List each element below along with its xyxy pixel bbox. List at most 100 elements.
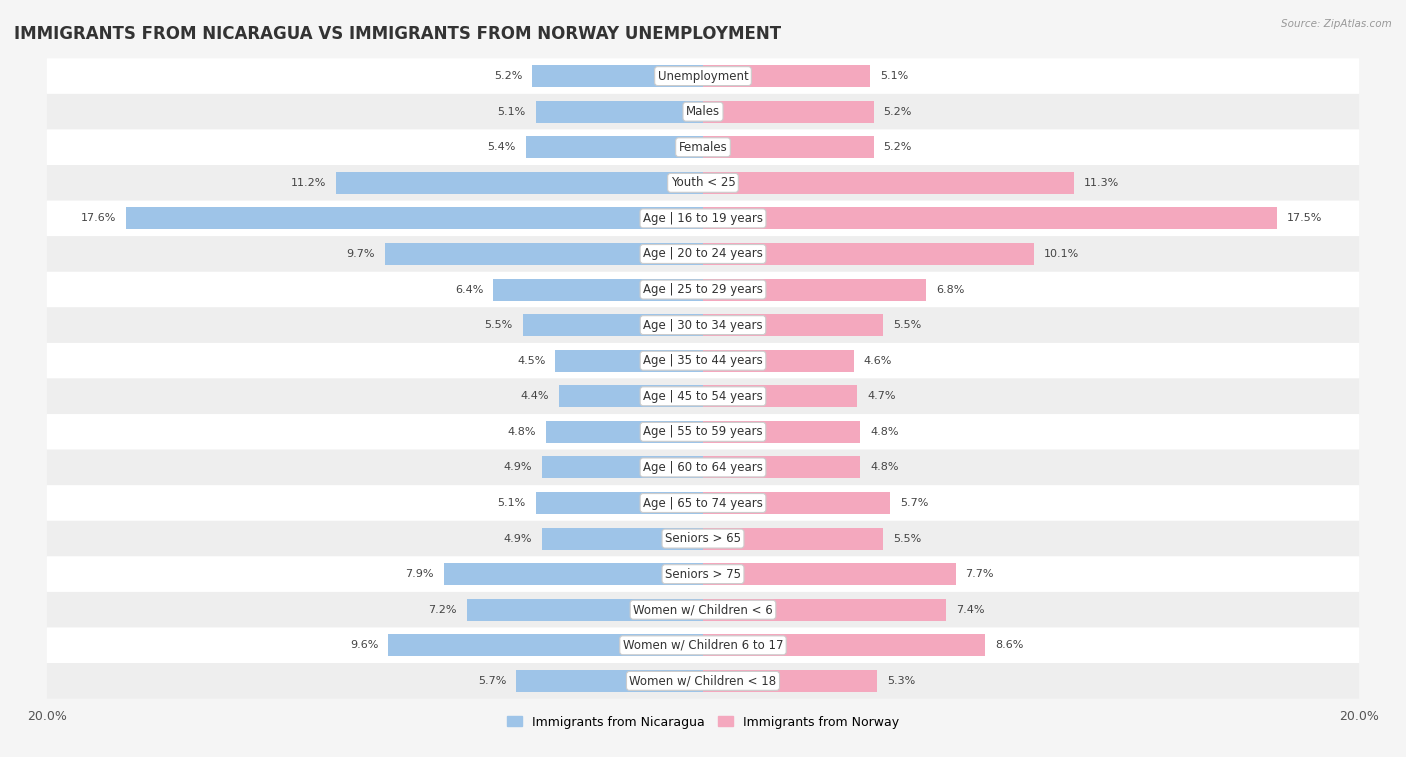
- Text: 5.4%: 5.4%: [488, 142, 516, 152]
- Bar: [703, 492, 890, 514]
- Bar: [703, 599, 946, 621]
- Bar: [558, 385, 703, 407]
- Text: 5.1%: 5.1%: [498, 498, 526, 508]
- Bar: [336, 172, 703, 194]
- Text: 4.6%: 4.6%: [863, 356, 893, 366]
- Text: 4.4%: 4.4%: [520, 391, 548, 401]
- Bar: [543, 456, 703, 478]
- Bar: [703, 456, 860, 478]
- Text: 5.5%: 5.5%: [893, 534, 921, 544]
- FancyBboxPatch shape: [46, 521, 1360, 556]
- Text: Women w/ Children 6 to 17: Women w/ Children 6 to 17: [623, 639, 783, 652]
- Bar: [703, 528, 883, 550]
- Text: Age | 45 to 54 years: Age | 45 to 54 years: [643, 390, 763, 403]
- Bar: [703, 207, 1277, 229]
- Bar: [703, 101, 873, 123]
- Text: Seniors > 65: Seniors > 65: [665, 532, 741, 545]
- Text: 7.9%: 7.9%: [405, 569, 434, 579]
- Text: IMMIGRANTS FROM NICARAGUA VS IMMIGRANTS FROM NORWAY UNEMPLOYMENT: IMMIGRANTS FROM NICARAGUA VS IMMIGRANTS …: [14, 25, 782, 43]
- Legend: Immigrants from Nicaragua, Immigrants from Norway: Immigrants from Nicaragua, Immigrants fr…: [502, 711, 904, 734]
- FancyBboxPatch shape: [46, 165, 1360, 201]
- FancyBboxPatch shape: [46, 307, 1360, 343]
- Text: 4.8%: 4.8%: [870, 427, 898, 437]
- Text: 5.5%: 5.5%: [893, 320, 921, 330]
- Text: Age | 20 to 24 years: Age | 20 to 24 years: [643, 248, 763, 260]
- Text: 5.2%: 5.2%: [494, 71, 523, 81]
- Text: Women w/ Children < 6: Women w/ Children < 6: [633, 603, 773, 616]
- Text: 4.9%: 4.9%: [503, 534, 533, 544]
- Text: Age | 30 to 34 years: Age | 30 to 34 years: [643, 319, 763, 332]
- Bar: [444, 563, 703, 585]
- Bar: [536, 101, 703, 123]
- Text: 5.3%: 5.3%: [887, 676, 915, 686]
- FancyBboxPatch shape: [46, 58, 1360, 94]
- Text: 11.3%: 11.3%: [1084, 178, 1119, 188]
- Text: Age | 25 to 29 years: Age | 25 to 29 years: [643, 283, 763, 296]
- Bar: [703, 279, 927, 301]
- Bar: [703, 350, 853, 372]
- FancyBboxPatch shape: [46, 201, 1360, 236]
- Text: Women w/ Children < 18: Women w/ Children < 18: [630, 674, 776, 687]
- Text: 5.1%: 5.1%: [498, 107, 526, 117]
- Text: 4.7%: 4.7%: [868, 391, 896, 401]
- Text: 5.7%: 5.7%: [900, 498, 928, 508]
- Text: 5.5%: 5.5%: [485, 320, 513, 330]
- FancyBboxPatch shape: [46, 414, 1360, 450]
- Bar: [536, 492, 703, 514]
- FancyBboxPatch shape: [46, 663, 1360, 699]
- Text: 6.4%: 6.4%: [454, 285, 484, 294]
- FancyBboxPatch shape: [46, 628, 1360, 663]
- Bar: [703, 65, 870, 87]
- Text: 4.9%: 4.9%: [503, 463, 533, 472]
- Bar: [494, 279, 703, 301]
- FancyBboxPatch shape: [46, 450, 1360, 485]
- Text: 5.2%: 5.2%: [883, 107, 912, 117]
- Bar: [703, 421, 860, 443]
- Text: 17.5%: 17.5%: [1286, 213, 1322, 223]
- Text: 5.1%: 5.1%: [880, 71, 908, 81]
- Bar: [555, 350, 703, 372]
- Bar: [388, 634, 703, 656]
- Text: 4.8%: 4.8%: [870, 463, 898, 472]
- Text: 7.7%: 7.7%: [966, 569, 994, 579]
- FancyBboxPatch shape: [46, 343, 1360, 378]
- Text: 8.6%: 8.6%: [995, 640, 1024, 650]
- Bar: [703, 563, 956, 585]
- Text: Age | 65 to 74 years: Age | 65 to 74 years: [643, 497, 763, 509]
- Text: Males: Males: [686, 105, 720, 118]
- FancyBboxPatch shape: [46, 556, 1360, 592]
- Bar: [385, 243, 703, 265]
- FancyBboxPatch shape: [46, 485, 1360, 521]
- Bar: [523, 314, 703, 336]
- Bar: [125, 207, 703, 229]
- Text: 6.8%: 6.8%: [936, 285, 965, 294]
- Bar: [703, 136, 873, 158]
- Bar: [703, 670, 877, 692]
- Text: 7.2%: 7.2%: [429, 605, 457, 615]
- Bar: [467, 599, 703, 621]
- Text: Seniors > 75: Seniors > 75: [665, 568, 741, 581]
- Text: 9.7%: 9.7%: [346, 249, 375, 259]
- Text: 4.8%: 4.8%: [508, 427, 536, 437]
- Bar: [703, 243, 1035, 265]
- Bar: [703, 634, 986, 656]
- Text: 10.1%: 10.1%: [1045, 249, 1080, 259]
- Text: Source: ZipAtlas.com: Source: ZipAtlas.com: [1281, 19, 1392, 29]
- FancyBboxPatch shape: [46, 129, 1360, 165]
- Text: Age | 35 to 44 years: Age | 35 to 44 years: [643, 354, 763, 367]
- Text: 4.5%: 4.5%: [517, 356, 546, 366]
- Text: 5.7%: 5.7%: [478, 676, 506, 686]
- Text: 5.2%: 5.2%: [883, 142, 912, 152]
- Bar: [533, 65, 703, 87]
- FancyBboxPatch shape: [46, 272, 1360, 307]
- Text: Youth < 25: Youth < 25: [671, 176, 735, 189]
- Text: Age | 55 to 59 years: Age | 55 to 59 years: [643, 425, 763, 438]
- Text: 11.2%: 11.2%: [291, 178, 326, 188]
- Text: Females: Females: [679, 141, 727, 154]
- Bar: [703, 314, 883, 336]
- Bar: [703, 172, 1074, 194]
- Bar: [546, 421, 703, 443]
- Text: Unemployment: Unemployment: [658, 70, 748, 83]
- Bar: [703, 385, 858, 407]
- Bar: [543, 528, 703, 550]
